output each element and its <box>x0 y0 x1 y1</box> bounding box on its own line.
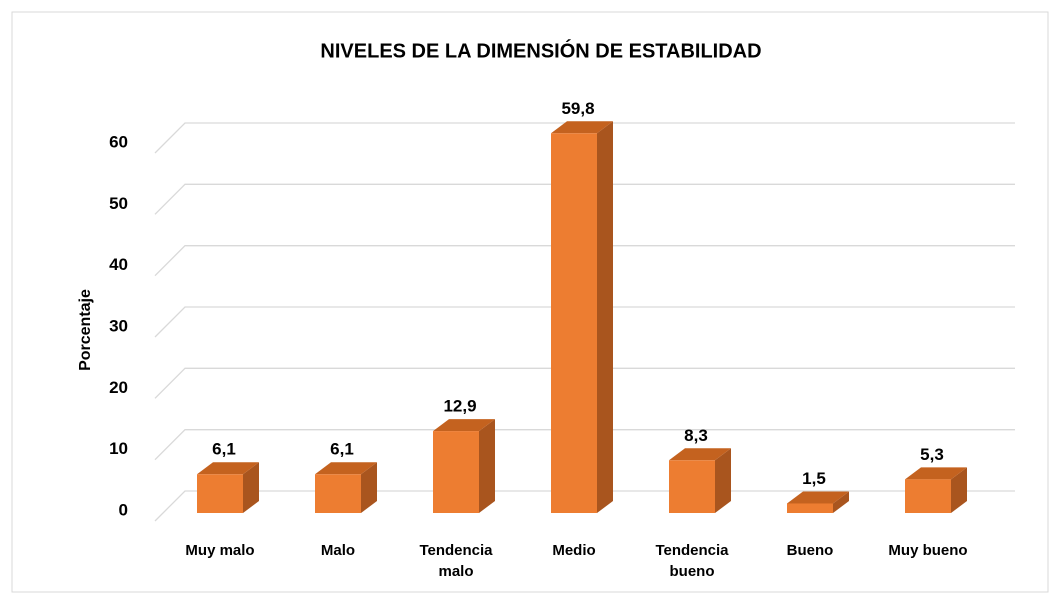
y-tick-label: 0 <box>119 500 128 519</box>
bar-front <box>905 479 951 513</box>
bar <box>905 467 967 513</box>
y-tick-label: 60 <box>109 132 128 151</box>
y-tick-label: 40 <box>109 255 128 274</box>
value-label: 12,9 <box>443 397 476 416</box>
x-tick-label: Medio <box>552 542 596 559</box>
grid-line <box>154 122 1015 154</box>
bar-front <box>315 474 361 513</box>
bar-top <box>669 448 731 461</box>
x-tick-label: Muy malo <box>185 542 255 559</box>
y-axis-label: Porcentaje <box>77 289 94 371</box>
x-tick-label: Tendencia bueno <box>655 542 729 580</box>
bar-side <box>361 462 377 513</box>
grid-line <box>154 490 1015 522</box>
x-tick-label: Malo <box>320 542 356 559</box>
bar-side <box>715 448 731 513</box>
bar-top <box>315 462 377 475</box>
value-label: 8,3 <box>684 426 708 445</box>
bar <box>197 462 259 513</box>
value-label: 59,8 <box>561 99 594 118</box>
bar <box>669 448 731 513</box>
value-label: 6,1 <box>212 440 236 459</box>
bar-top <box>551 121 613 134</box>
grid-line <box>154 367 1015 399</box>
grid-line <box>154 306 1015 338</box>
x-tick-label: Tendencia malo <box>419 542 493 580</box>
x-tick-label: Muy bueno <box>888 542 968 559</box>
bar-front <box>197 474 243 513</box>
grid-line <box>154 429 1015 461</box>
bar <box>551 121 613 514</box>
y-tick-label: 10 <box>109 439 128 458</box>
bar-side <box>833 491 849 513</box>
x-tick-label: Bueno <box>786 542 834 559</box>
bar-top <box>787 491 849 504</box>
bar-front <box>551 133 597 513</box>
grid-line <box>154 183 1015 215</box>
bar-side <box>597 121 613 514</box>
chart-title: NIVELES DE LA DIMENSIÓN DE ESTABILIDAD <box>320 38 761 62</box>
bar-side <box>951 467 967 513</box>
chart-frame <box>11 11 1049 593</box>
bar-top <box>433 419 495 432</box>
bar-front <box>669 460 715 513</box>
y-tick-label: 30 <box>109 316 128 335</box>
bar-side <box>243 462 259 513</box>
y-tick-label: 20 <box>109 378 128 397</box>
bar <box>787 491 849 513</box>
y-tick-label: 50 <box>109 194 128 213</box>
bar <box>433 419 495 513</box>
bar-top <box>197 462 259 475</box>
bar-side <box>479 419 495 513</box>
grid-line <box>154 245 1015 277</box>
bar <box>315 462 377 513</box>
value-label: 5,3 <box>920 445 944 464</box>
value-label: 1,5 <box>802 469 826 488</box>
bar-top <box>905 467 967 480</box>
bar-front <box>433 431 479 513</box>
value-label: 6,1 <box>330 440 354 459</box>
bar-front <box>787 503 833 513</box>
